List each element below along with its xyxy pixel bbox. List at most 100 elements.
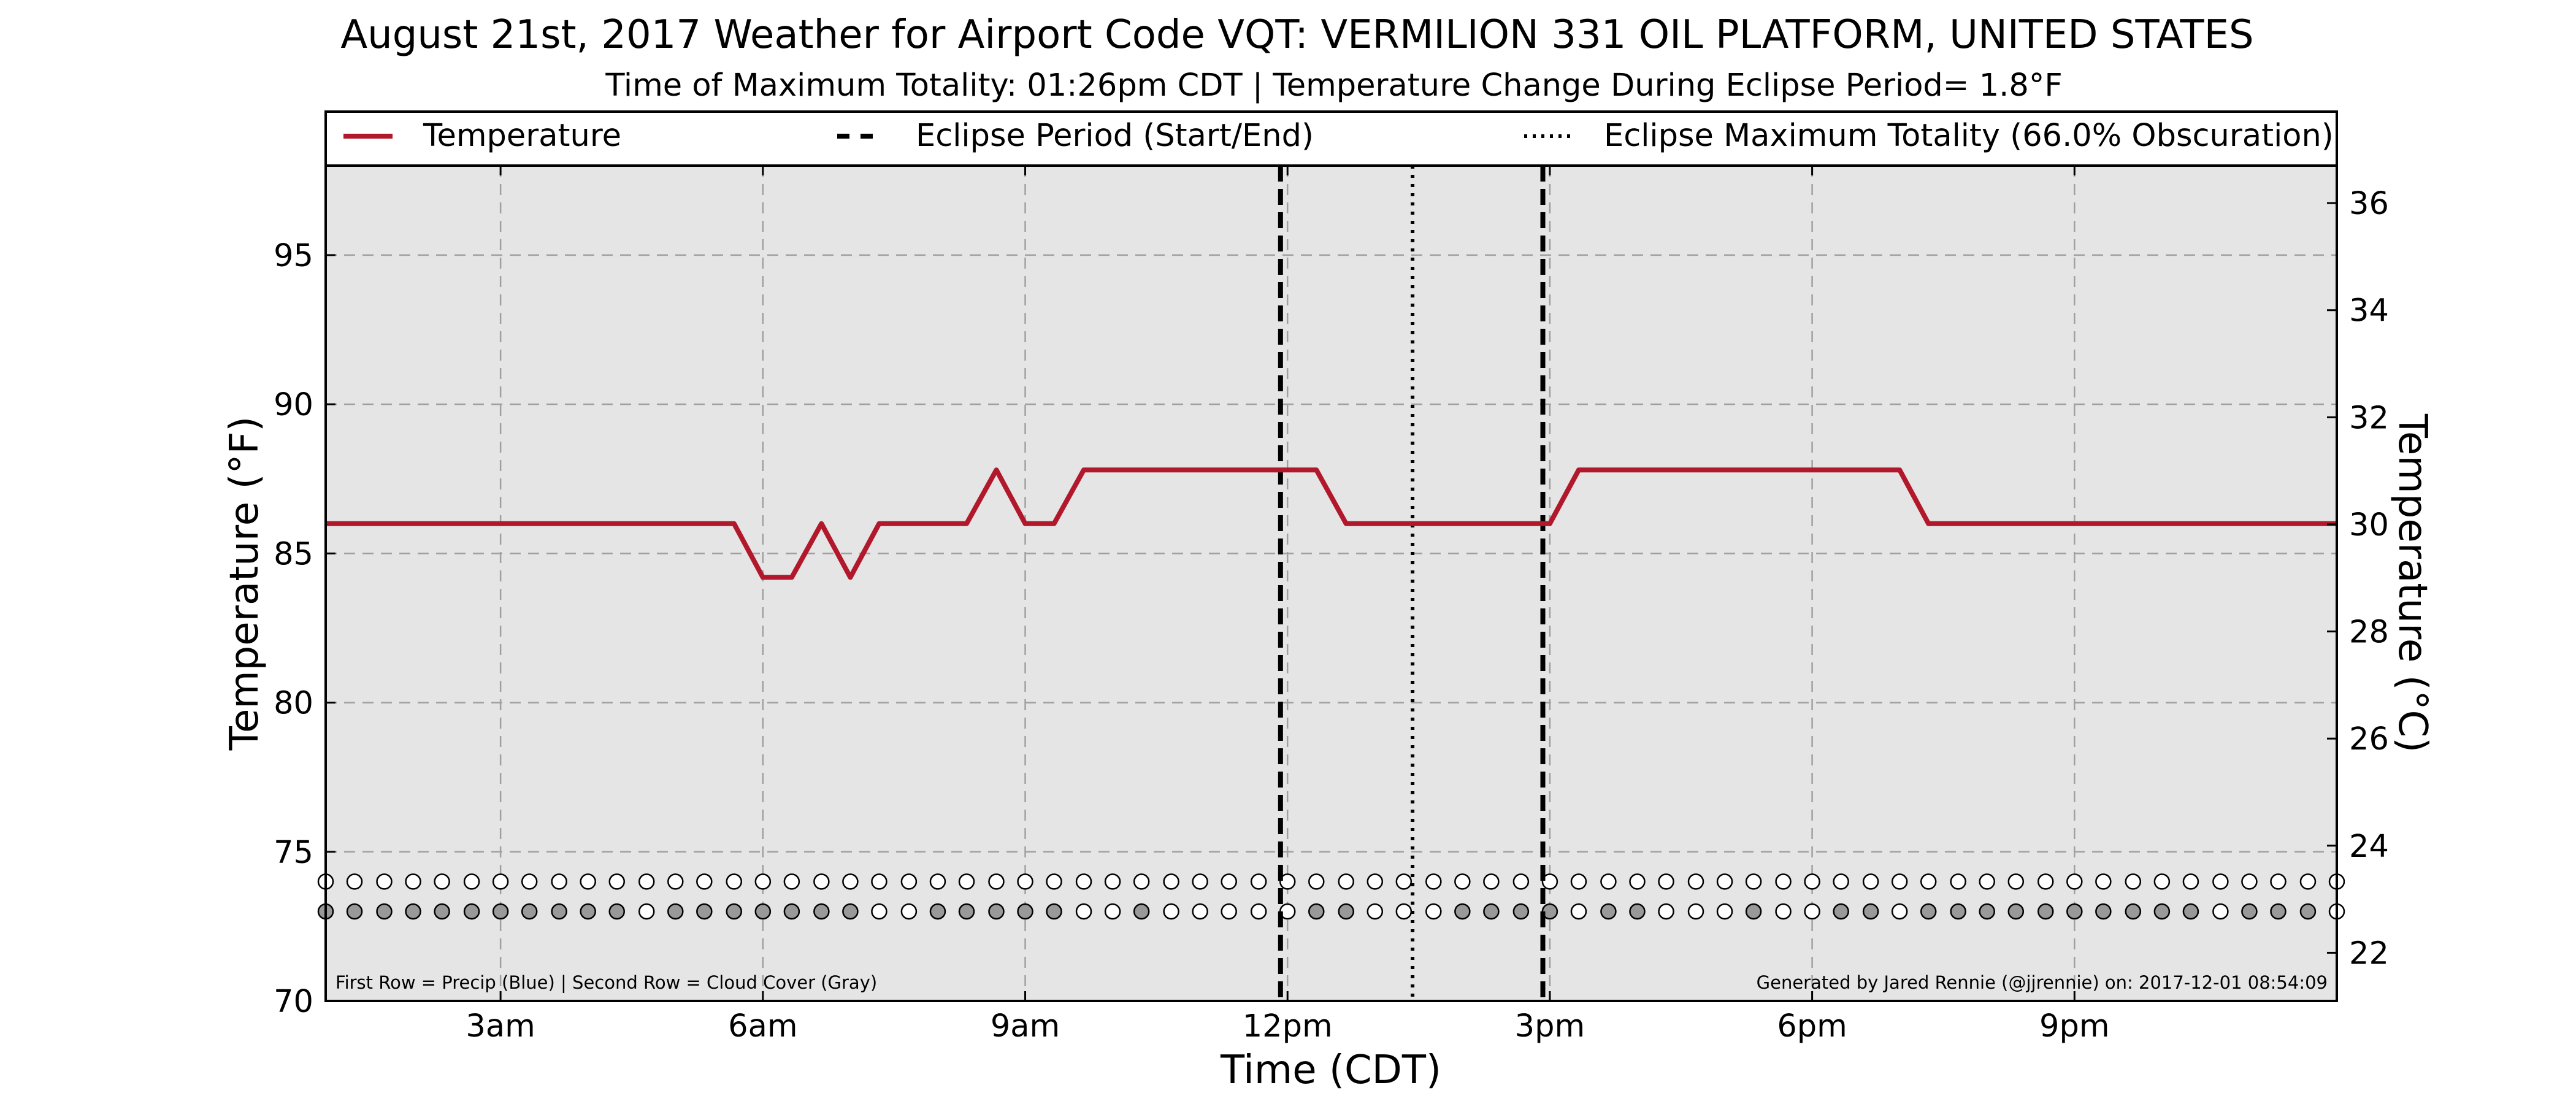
legend-box (324, 110, 2338, 167)
legend: Temperature Eclipse Period (Start/End) E… (324, 110, 2338, 167)
precip-marker (1483, 873, 1500, 890)
precip-marker (958, 873, 975, 890)
precip-marker (1192, 873, 1208, 890)
x-tick-label: 3am (466, 1008, 535, 1045)
cloud-cover-marker (1979, 903, 1995, 920)
cloud-cover-marker (1075, 903, 1092, 920)
precip-marker (463, 873, 480, 890)
cloud-cover-marker (521, 903, 538, 920)
precip-marker (813, 873, 830, 890)
precip-marker (1425, 873, 1442, 890)
y-axis-label: Temperature (°F) (222, 416, 267, 751)
cloud-cover-marker (463, 903, 480, 920)
precip-marker (376, 873, 393, 890)
precip-marker (1541, 873, 1558, 890)
precip-marker (1979, 873, 1995, 890)
x-tick-label: 6am (728, 1008, 797, 1045)
cloud-cover-marker (2153, 903, 2171, 920)
legend-label-eclipse-max: Eclipse Maximum Totality (66.0% Obscurat… (1604, 118, 2334, 154)
cloud-cover-marker (988, 903, 1005, 920)
cloud-cover-marker (1833, 903, 1849, 920)
cloud-cover-marker (580, 903, 596, 920)
precip-marker (580, 873, 596, 890)
cloud-cover-marker (2299, 903, 2317, 920)
plot-area (326, 166, 2337, 1001)
cloud-cover-marker (1338, 903, 1354, 920)
cloud-cover-marker (1163, 903, 1179, 920)
cloud-cover-marker (958, 903, 975, 920)
cloud-cover-marker (1017, 903, 1033, 920)
cloud-cover-marker (1600, 903, 1617, 920)
x-tick-label: 9pm (2039, 1008, 2110, 1045)
precip-marker (2299, 873, 2317, 890)
cloud-cover-marker (2037, 903, 2054, 920)
cloud-cover-marker (2007, 903, 2025, 920)
cloud-cover-marker (434, 903, 450, 920)
y-tick-label: 75 (274, 835, 313, 871)
cloud-cover-marker (2182, 903, 2199, 920)
cloud-cover-marker (1862, 903, 1879, 920)
precip-marker (2212, 873, 2229, 890)
cloud-cover-marker (1950, 903, 1966, 920)
precip-marker (2007, 873, 2025, 890)
precip-marker (1075, 873, 1092, 890)
cloud-cover-marker (1395, 903, 1413, 920)
cloud-cover-marker (1250, 903, 1267, 920)
chart-title: August 21st, 2017 Weather for Airport Co… (340, 12, 2253, 58)
precip-marker (929, 873, 946, 890)
precip-marker (2270, 873, 2287, 890)
footnote-left: First Row = Precip (Blue) | Second Row =… (335, 972, 877, 993)
precip-marker (2153, 873, 2171, 890)
precip-marker (1629, 873, 1646, 890)
precip-marker (434, 873, 450, 890)
precip-marker (1920, 873, 1937, 890)
precip-marker (405, 873, 421, 890)
y2-tick-label: 28 (2349, 615, 2389, 651)
cloud-cover-marker (1920, 903, 1937, 920)
precip-marker (551, 873, 567, 890)
precip-marker (1862, 873, 1879, 890)
y2-tick-label: 30 (2349, 507, 2389, 543)
cloud-cover-marker (2241, 903, 2258, 920)
cloud-cover-marker (1629, 903, 1646, 920)
x-tick-label: 9am (991, 1008, 1060, 1045)
precip-marker (1250, 873, 1267, 890)
cloud-cover-marker (842, 903, 859, 920)
series (326, 467, 2337, 580)
cloud-cover-marker (2212, 903, 2229, 920)
cloud-cover-marker (1104, 903, 1121, 920)
precip-marker (1833, 873, 1849, 890)
footnote-right: Generated by Jared Rennie (@jjrennie) on… (1757, 972, 2328, 993)
y-tick-label: 85 (274, 536, 313, 572)
precip-marker (1133, 873, 1150, 890)
precip-marker (1804, 873, 1820, 890)
cloud-cover-marker (1221, 903, 1237, 920)
y2-tick-label: 22 (2349, 935, 2389, 972)
precip-marker (1658, 873, 1674, 890)
y-tick-label: 95 (274, 238, 313, 274)
x-tick-label: 12pm (1243, 1008, 1333, 1045)
precip-marker (1454, 873, 1471, 890)
precip-marker (1950, 873, 1966, 890)
cloud-cover-marker (1308, 903, 1325, 920)
cloud-cover-marker (551, 903, 567, 920)
cloud-cover-marker (1133, 903, 1150, 920)
cloud-cover-marker (492, 903, 509, 920)
precip-marker (1279, 873, 1296, 890)
precip-marker (1017, 873, 1033, 890)
cloud-cover-marker (2125, 903, 2142, 920)
axes: 3am 6am 9am 12pm 3pm 6pm 9pm 70 75 80 85 90 95 22 24 26… (274, 166, 2389, 1045)
precip-marker (754, 873, 772, 890)
cloud-cover-marker (2270, 903, 2287, 920)
precip-marker (1716, 873, 1733, 890)
precip-marker (2125, 873, 2142, 890)
precip-marker (1570, 873, 1587, 890)
precip-marker (1395, 873, 1413, 890)
precip-marker (1745, 873, 1762, 890)
x-tick-label: 3pm (1515, 1008, 1585, 1045)
y2-tick-label: 32 (2349, 400, 2389, 436)
precip-marker (1308, 873, 1325, 890)
grid (326, 166, 2337, 1001)
cloud-cover-marker (1891, 903, 1908, 920)
